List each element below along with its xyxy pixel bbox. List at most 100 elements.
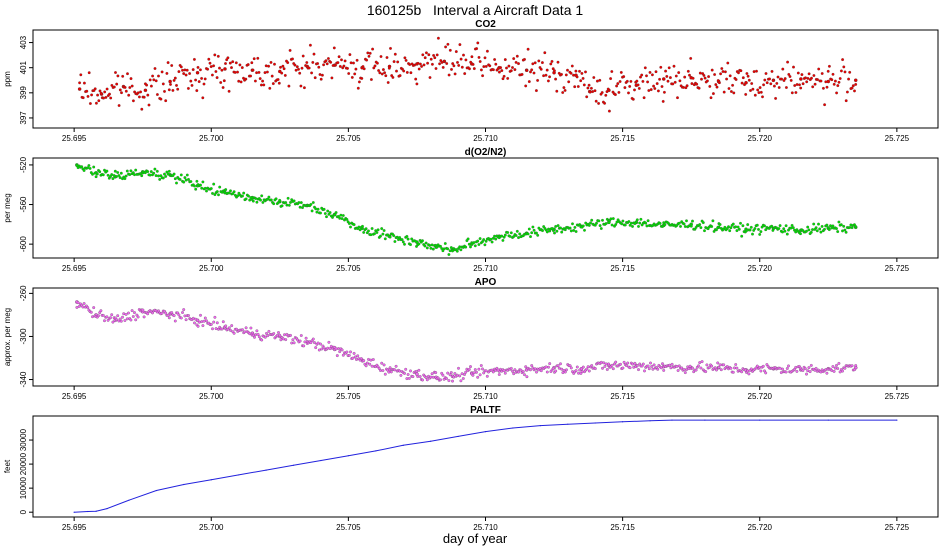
measurement-point [153, 67, 157, 70]
measurement-point [88, 166, 92, 170]
measurement-point [349, 350, 352, 354]
measurement-point [415, 369, 418, 373]
measurement-point [269, 198, 273, 202]
measurement-point [350, 75, 354, 79]
measurement-point [167, 316, 171, 320]
measurement-point [783, 77, 787, 81]
measurement-point [134, 168, 138, 172]
measurement-point [807, 366, 811, 370]
measurement-point [379, 369, 382, 372]
measurement-point [281, 337, 285, 341]
measurement-point [734, 225, 738, 229]
measurement-point [91, 172, 94, 176]
measurement-point [481, 367, 484, 371]
measurement-point [844, 230, 848, 234]
data-point [87, 510, 89, 513]
measurement-point [540, 61, 544, 65]
measurement-point [130, 84, 134, 88]
measurement-point [198, 68, 202, 72]
measurement-point [513, 368, 517, 372]
measurement-point [284, 338, 288, 342]
data-point [484, 431, 487, 433]
measurement-point [563, 228, 567, 232]
measurement-point [152, 171, 156, 175]
measurement-point [187, 177, 190, 181]
measurement-point [707, 366, 711, 370]
measurement-point [641, 362, 645, 366]
x-tick-label: 25.725 [885, 264, 910, 273]
measurement-point [299, 201, 303, 205]
measurement-point [393, 240, 397, 243]
measurement-point [163, 172, 166, 176]
measurement-point [338, 64, 342, 68]
measurement-point [118, 176, 122, 180]
measurement-point [745, 229, 748, 233]
measurement-point [439, 244, 442, 248]
measurement-point [472, 241, 476, 244]
measurement-point [850, 86, 854, 90]
measurement-point [194, 78, 198, 82]
measurement-point [181, 311, 184, 314]
data-point [375, 450, 377, 452]
y-tick-label: 20000 [19, 452, 28, 475]
measurement-point [723, 225, 727, 229]
measurement-point [93, 87, 97, 91]
measurement-point [499, 66, 503, 70]
measurement-point [606, 87, 610, 91]
measurement-point [503, 233, 507, 237]
measurement-point [658, 221, 662, 225]
measurement-point [763, 224, 766, 228]
measurement-point [634, 220, 638, 224]
measurement-point [416, 61, 420, 65]
measurement-point [841, 58, 845, 62]
measurement-point [748, 228, 752, 232]
measurement-point [770, 224, 774, 228]
measurement-point [193, 321, 196, 325]
measurement-point [610, 363, 614, 367]
measurement-point [508, 234, 512, 238]
measurement-point [568, 364, 572, 368]
measurement-point [502, 235, 506, 239]
measurement-point [554, 224, 558, 228]
measurement-point [338, 350, 342, 354]
measurement-point [259, 83, 263, 87]
measurement-point [131, 315, 135, 318]
measurement-point [610, 223, 614, 227]
measurement-point [837, 361, 841, 365]
measurement-point [166, 313, 170, 317]
measurement-point [89, 310, 93, 314]
measurement-point [87, 71, 91, 75]
measurement-point [445, 377, 448, 380]
measurement-point [322, 63, 326, 67]
measurement-point [555, 229, 559, 233]
measurement-point [527, 80, 531, 84]
measurement-point [765, 81, 769, 85]
x-tick-label: 25.705 [336, 134, 361, 143]
measurement-point [806, 369, 810, 373]
measurement-point [124, 89, 128, 93]
measurement-point [214, 70, 218, 73]
data-point [704, 419, 706, 421]
measurement-point [256, 56, 260, 60]
measurement-point [125, 317, 129, 321]
measurement-point [500, 69, 504, 73]
data-point [622, 421, 624, 423]
measurement-point [611, 217, 615, 221]
measurement-point [469, 60, 473, 64]
measurement-point [373, 64, 377, 68]
measurement-point [249, 74, 253, 78]
measurement-point [236, 70, 239, 74]
measurement-point [251, 68, 255, 72]
measurement-point [188, 72, 192, 75]
measurement-point [578, 69, 581, 73]
measurement-point [102, 96, 105, 100]
measurement-point [601, 218, 604, 222]
measurement-point [90, 93, 94, 97]
measurement-point [594, 99, 598, 103]
measurement-point [317, 348, 321, 352]
measurement-point [118, 317, 122, 321]
measurement-point [124, 174, 128, 178]
measurement-point [367, 54, 371, 58]
measurement-point [335, 354, 339, 358]
